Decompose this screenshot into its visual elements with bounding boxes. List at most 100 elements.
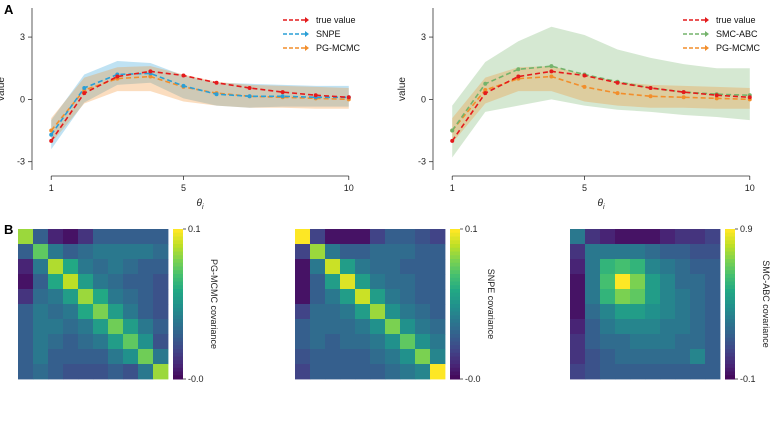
colorbar-segment [173,304,183,309]
heatmap-cell [340,364,356,380]
heatmap-cell [675,364,691,380]
heatmap-cell [295,259,311,275]
heatmap-cell [138,274,154,290]
heatmap-cell [690,259,706,275]
heatmap-cell [690,334,706,350]
heatmap-cell [585,349,601,365]
heatmap-cell [123,244,139,260]
colorbar-segment [450,311,460,316]
legend-arrow-true-value [305,17,309,23]
heatmap-cell [340,334,356,350]
heatmap-cell [355,244,371,260]
colorbar-segment [725,251,735,256]
heatmap-cell [138,334,154,350]
heatmap-cell [630,274,646,290]
colorbar-segment [173,240,183,245]
heatmap-cell [630,244,646,260]
colorbar-segment [725,300,735,305]
panel-letter-a: A [4,2,14,17]
heatmap-cell [645,229,661,245]
heatmap-cell [675,334,691,350]
heatmap-cell [138,319,154,335]
heatmap-cell [48,244,64,260]
heatmap-cell [370,304,386,320]
colorbar-segment [173,311,183,316]
colorbar-segment [725,259,735,264]
heatmap-cell [400,229,416,245]
point-pg-mcmc [483,88,488,93]
point-true-value [516,74,521,79]
colorbar-segment [725,315,735,320]
heatmap-cell [645,349,661,365]
heatmap-cell [108,364,124,380]
heatmap-cell [48,259,64,275]
colorbar-segment [725,345,735,350]
heatmap-cell [340,259,356,275]
heatmap-cell [33,289,49,305]
point-true-value [148,69,153,74]
heatmap-cell [48,304,64,320]
heatmap-cell [585,259,601,275]
heatmap-cell [340,349,356,365]
heatmap-cell [123,349,139,365]
heatmap-cell [325,244,341,260]
heatmap-cell [78,334,94,350]
colorbar-segment [450,367,460,372]
heatmap-cell [570,349,586,365]
colorbar-segment [450,240,460,245]
y-tick-label: 0 [421,94,426,104]
point-true-value [346,95,351,100]
x-tick-label: 1 [49,183,54,193]
point-snpe [214,92,219,97]
heatmap-cell [310,274,326,290]
colorbar-segment [725,289,735,294]
heatmap-snpe: 0.1 -0.0 SNPE covariance [295,224,496,384]
point-true-value [115,74,120,79]
heatmap-cell [675,259,691,275]
heatmap-cell [690,349,706,365]
colorbar-segment [725,375,735,380]
colorbar-segment [725,281,735,286]
heatmap-cell [295,289,311,305]
x-tick-label: 1 [450,183,455,193]
heatmap-cell [325,259,341,275]
colorbar-segment [450,337,460,342]
heatmap-cell [570,289,586,305]
colorbar-segment [173,349,183,354]
heatmap-cell [123,334,139,350]
band-pg-mcmc [51,66,349,143]
heatmap-cell [33,319,49,335]
heatmap-cell [430,334,446,350]
heatmap-cell [63,289,79,305]
heatmap-cell [660,244,676,260]
legend-label-snpe: SNPE [316,29,341,39]
heatmap-cell [690,304,706,320]
heatmap-cell [78,349,94,365]
heatmap-cell [415,244,431,260]
heatmap-cell [630,229,646,245]
heatmap-cell [600,259,616,275]
colorbar-segment [725,266,735,271]
series-line-true-value [451,70,750,142]
colorbar-tick-label: -0.1 [740,374,756,384]
colorbar-tick-label: 0.1 [188,224,201,234]
heatmap-cell [63,259,79,275]
heatmap-cell [63,274,79,290]
colorbar-segment [725,337,735,342]
colorbar-segment [450,375,460,380]
heatmap-cell [78,229,94,245]
heatmap-cell [570,229,586,245]
heatmap-cell [48,289,64,305]
colorbar-segment [173,259,183,264]
heatmap-cell [355,364,371,380]
heatmap-cell [78,259,94,275]
colorbar-segment [450,236,460,241]
heatmap-cell [400,244,416,260]
heatmap-cell [585,289,601,305]
heatmap-cell [585,274,601,290]
colorbar-segment [725,244,735,249]
x-axis-title: θi [197,198,204,211]
colorbar-segment [173,296,183,301]
colorbar-segment [450,356,460,361]
point-snpe [247,94,252,99]
